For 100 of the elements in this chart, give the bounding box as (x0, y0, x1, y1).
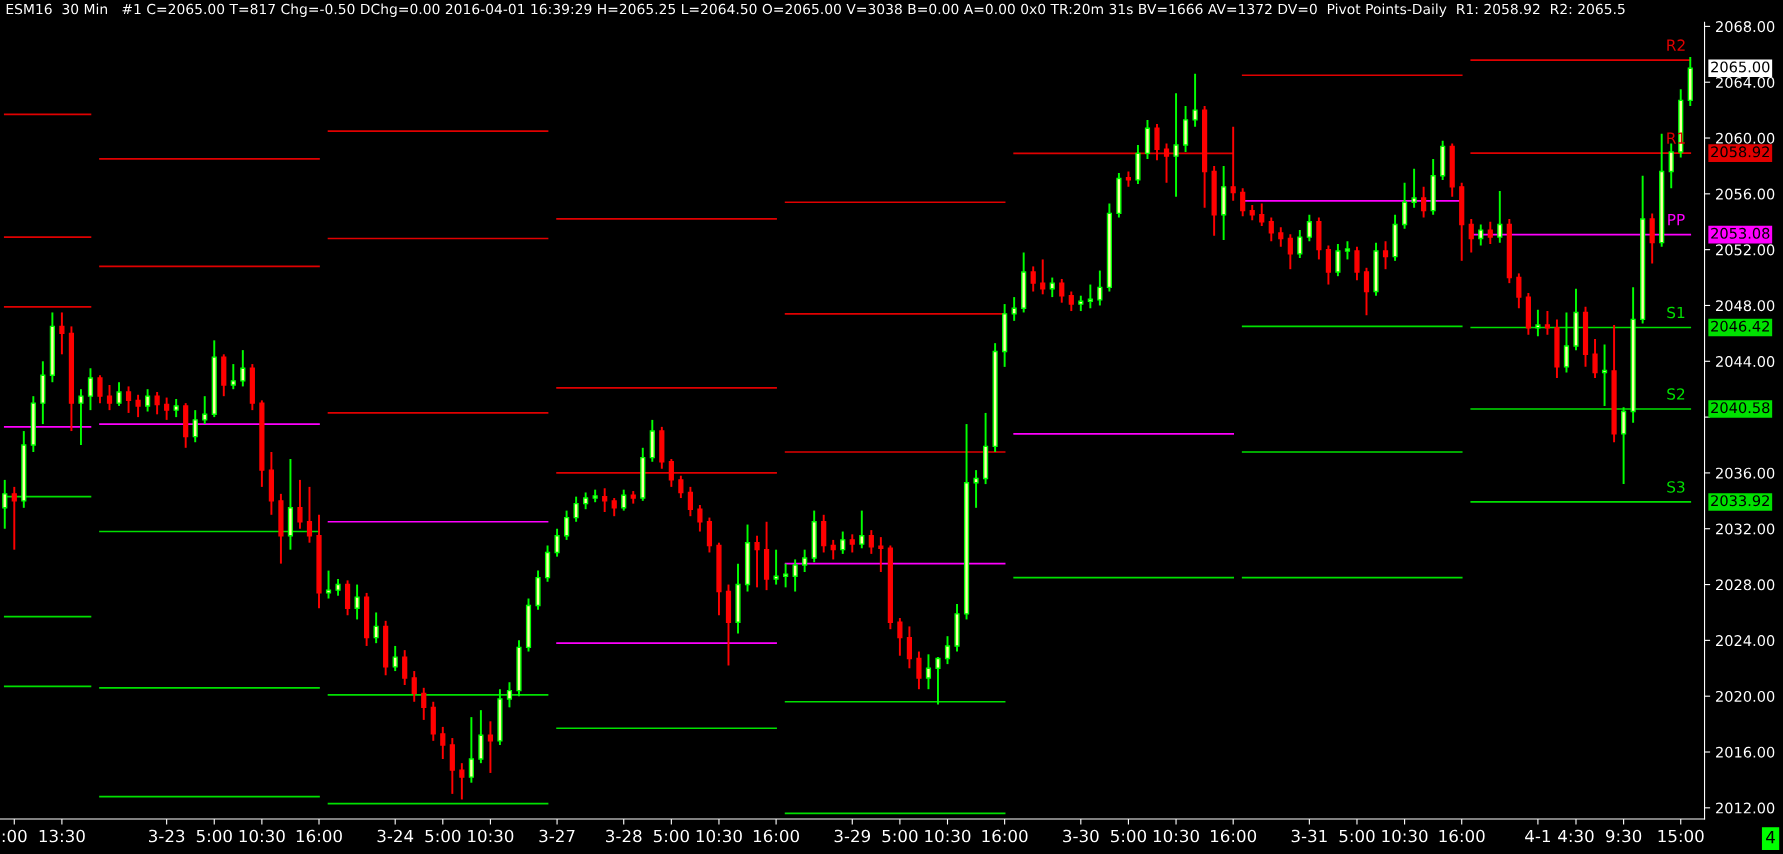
x-tick-label: 3-27 (539, 829, 575, 843)
candlestick (1278, 226, 1284, 248)
candlestick (783, 562, 789, 589)
y-tick-label: 2020.00 (1716, 690, 1775, 702)
candlestick (621, 488, 627, 512)
candlestick (297, 478, 303, 530)
x-tick-label: 16:00 (1210, 829, 1257, 843)
candlestick (821, 513, 827, 554)
candlestick (411, 670, 417, 703)
candlestick (1649, 212, 1655, 265)
text: 2058.92 (1711, 146, 1769, 158)
candlestick (202, 395, 208, 426)
x-tick-label: 5:00 (1339, 829, 1375, 843)
candlestick (916, 650, 922, 691)
candlestick (554, 527, 560, 558)
candlestick (1382, 240, 1389, 271)
x-tick-label: 5:00 (653, 829, 689, 843)
candlestick (1601, 343, 1608, 407)
text: 2033.92 (1711, 495, 1769, 507)
candlestick (1621, 406, 1627, 486)
candlestick (11, 485, 17, 551)
x-tick-label: 16:00 (1439, 829, 1485, 843)
candlestick (678, 474, 684, 500)
x-tick-label: 10:30 (696, 829, 742, 843)
x-tick-label: 5:00 (1111, 829, 1147, 843)
candlestick (1068, 290, 1074, 313)
candlestick (1325, 244, 1332, 286)
candlestick (459, 762, 465, 801)
x-tick-label: 4-1 (1525, 829, 1550, 843)
candlestick (906, 625, 913, 670)
x-tick-label: 3-28 (606, 829, 642, 843)
candlestick (116, 381, 122, 407)
candlestick (154, 391, 160, 416)
candlestick (849, 533, 855, 554)
y-tick-label: 2012.00 (1716, 802, 1775, 814)
x-tick-label: 3-30 (1063, 829, 1099, 843)
candlestick (135, 393, 141, 419)
x-tick-label: 9:30 (1605, 829, 1642, 843)
x-tick-label: 4:30 (1558, 829, 1594, 843)
y-tick-label: 2028.00 (1716, 579, 1775, 591)
x-tick-label: 16:00 (753, 829, 799, 843)
candlestick (440, 725, 446, 760)
candlestick (1363, 266, 1370, 317)
candlestick (1011, 296, 1017, 322)
x-tick-label: 16:00 (296, 829, 342, 843)
y-tick-label: 2048.00 (1716, 300, 1775, 312)
text: 4 (1766, 831, 1775, 844)
candlestick (1354, 245, 1360, 282)
candlestick (1592, 337, 1598, 379)
candlestick (1478, 223, 1484, 247)
candlestick (1544, 310, 1551, 336)
candlestick (1087, 283, 1093, 310)
candlestick (1344, 240, 1351, 261)
candlestick (125, 385, 132, 414)
candlestick (1468, 217, 1474, 254)
x-tick-label: 16:00 (982, 829, 1028, 843)
candlestick (1421, 185, 1427, 219)
x-tick-label: 5:00 (196, 829, 232, 843)
candlestick (145, 388, 151, 413)
y-tick-label: 2068.00 (1716, 21, 1775, 33)
candlestick (897, 617, 903, 657)
candlestick (1154, 123, 1160, 162)
candlestick (1487, 220, 1493, 246)
y-tick-label: 2060.00 (1716, 132, 1775, 144)
x-tick-label: 3-29 (834, 829, 871, 843)
candlestick (935, 656, 941, 706)
candlestick (1668, 142, 1674, 190)
x-tick-label: 15:00 (1658, 829, 1704, 843)
candlestick (878, 536, 884, 573)
candlestick (1059, 277, 1065, 304)
candlestick (2, 478, 8, 530)
text: 2040.58 (1711, 402, 1770, 414)
candlestick (1259, 202, 1265, 227)
candlestick (1497, 190, 1503, 244)
candlestick (344, 579, 351, 617)
candlestick (1401, 181, 1408, 230)
x-tick-label: 13:30 (39, 829, 85, 843)
y-tick-label: 2052.00 (1716, 244, 1775, 256)
candlestick (1306, 213, 1312, 243)
candlestick (230, 363, 236, 391)
y-tick-label: 2064.00 (1716, 76, 1775, 88)
candlestick (1192, 72, 1198, 128)
x-tick-label: 10:30 (925, 829, 971, 843)
candlestick (706, 516, 713, 554)
candlestick (611, 497, 617, 518)
candlestick (1335, 243, 1341, 278)
candlestick (773, 548, 779, 586)
x-tick-label: 10:30 (1153, 829, 1199, 843)
series-label: S1 (1667, 306, 1685, 319)
x-tick-label: 10:30 (1382, 829, 1428, 843)
y-tick-label: 2016.00 (1716, 746, 1775, 758)
candlestick (1516, 272, 1522, 310)
candlestick (1411, 167, 1417, 209)
y-tick-label: 2032.00 (1716, 523, 1775, 535)
candlestick (1173, 92, 1179, 198)
candlestick (1040, 258, 1046, 296)
candlestick (859, 509, 865, 550)
series-label: S3 (1667, 481, 1685, 493)
y-tick-label: 2056.00 (1716, 188, 1775, 200)
candlestick (106, 384, 113, 412)
